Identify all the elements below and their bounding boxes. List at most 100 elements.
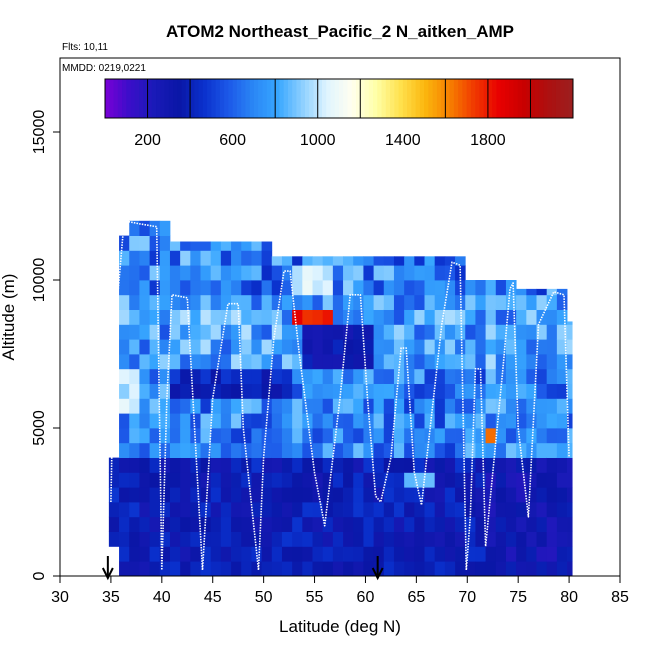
heatmap-cell — [383, 472, 395, 488]
heatmap-cell — [546, 288, 558, 296]
heatmap-cell — [322, 265, 334, 281]
colorbar-segment — [449, 79, 455, 118]
heatmap-cell — [383, 561, 395, 577]
heatmap-cell — [353, 368, 364, 384]
heatmap-cell — [373, 502, 385, 518]
heatmap-cell — [424, 265, 436, 281]
heatmap-cell — [200, 383, 212, 399]
heatmap-cell — [567, 383, 573, 399]
heatmap-cell — [292, 413, 303, 429]
heatmap-cell — [220, 280, 232, 296]
heatmap-cell — [404, 472, 415, 488]
heatmap-cell — [169, 354, 181, 370]
heatmap-cell — [180, 457, 191, 473]
heatmap-cell — [302, 256, 313, 266]
heatmap-cell — [455, 502, 466, 518]
colorbar-segment — [441, 79, 446, 118]
heatmap-cell — [149, 324, 161, 340]
heatmap-cell — [567, 531, 573, 547]
heatmap-cell — [210, 502, 222, 518]
heatmap-cell — [516, 383, 527, 399]
heatmap-cell — [312, 339, 324, 355]
heatmap-cell — [546, 502, 558, 518]
heatmap-cell — [526, 502, 537, 518]
x-tick-label: 30 — [51, 589, 69, 606]
colorbar-segment — [543, 79, 548, 118]
colorbar-segment — [309, 79, 314, 118]
heatmap-cell — [210, 398, 222, 414]
heatmap-cell — [302, 516, 313, 532]
heatmap-cell — [271, 428, 283, 444]
heatmap-cell — [119, 294, 130, 310]
heatmap-cell — [210, 442, 222, 458]
heatmap-cell — [292, 561, 303, 577]
heatmap-cell — [526, 413, 537, 429]
colorbar-segment — [496, 79, 502, 118]
heatmap-cell — [556, 398, 568, 414]
colorbar-segment — [492, 79, 497, 118]
heatmap-cell — [455, 256, 466, 266]
heatmap-cell — [139, 235, 150, 251]
heatmap-cell — [159, 546, 171, 562]
heatmap-cell — [434, 428, 446, 444]
heatmap-cell — [414, 354, 425, 370]
heatmap-cell — [200, 546, 212, 562]
colorbar-segment — [139, 79, 144, 118]
heatmap-cell — [444, 487, 456, 503]
heatmap-cell — [302, 472, 313, 488]
heatmap-cell — [414, 383, 425, 399]
heatmap-cell — [241, 383, 252, 399]
heatmap-cell — [241, 280, 252, 296]
heatmap-cell — [424, 457, 436, 473]
heatmap-cell — [332, 516, 344, 532]
y-tick-label: 5000 — [31, 410, 48, 446]
heatmap-cell — [332, 546, 344, 562]
heatmap-cell — [149, 546, 161, 562]
heatmap-cell — [465, 561, 476, 577]
heatmap-cell — [475, 339, 486, 355]
heatmap-cell — [343, 546, 354, 562]
heatmap-cell — [353, 561, 364, 577]
heatmap-cell — [210, 241, 222, 251]
heatmap-cell — [505, 502, 517, 518]
colorbar-segment — [164, 79, 170, 118]
heatmap-cell — [190, 398, 201, 414]
heatmap-cell — [149, 457, 161, 473]
heatmap-cell — [281, 487, 293, 503]
heatmap-cell — [220, 339, 232, 355]
heatmap-cell — [129, 265, 140, 281]
heatmap-cell — [434, 324, 446, 340]
heatmap-cell — [567, 368, 573, 384]
heatmap-cell — [556, 457, 568, 473]
heatmap-cell — [139, 546, 150, 562]
heatmap-cell — [485, 531, 497, 547]
heatmap-cell — [434, 546, 446, 562]
heatmap-cell — [190, 561, 201, 577]
heatmap-cell — [495, 428, 507, 444]
heatmap-cell — [332, 487, 344, 503]
heatmap-cell — [251, 428, 262, 444]
heatmap-cell — [404, 442, 415, 458]
heatmap-cell — [149, 516, 161, 532]
colorbar-segment — [130, 79, 136, 118]
colorbar-segment — [283, 79, 289, 118]
heatmap-cell — [485, 309, 497, 325]
heatmap-cell — [485, 472, 497, 488]
heatmap-cell — [383, 368, 395, 384]
heatmap-cell — [180, 250, 191, 266]
heatmap-cell — [200, 368, 212, 384]
heatmap-cell — [353, 531, 364, 547]
colorbar-segment — [458, 79, 463, 118]
heatmap-cell — [332, 309, 344, 325]
heatmap-cell — [190, 324, 201, 340]
heatmap-cell — [434, 383, 446, 399]
heatmap-cell — [414, 368, 425, 384]
heatmap-cell — [108, 502, 120, 518]
heatmap-cell — [363, 413, 374, 429]
heatmap-cell — [393, 413, 405, 429]
colorbar-segment — [521, 79, 527, 118]
heatmap-cell — [169, 457, 181, 473]
heatmap-cell — [139, 472, 150, 488]
colorbar-segment — [143, 79, 149, 118]
heatmap-cell — [231, 368, 242, 384]
